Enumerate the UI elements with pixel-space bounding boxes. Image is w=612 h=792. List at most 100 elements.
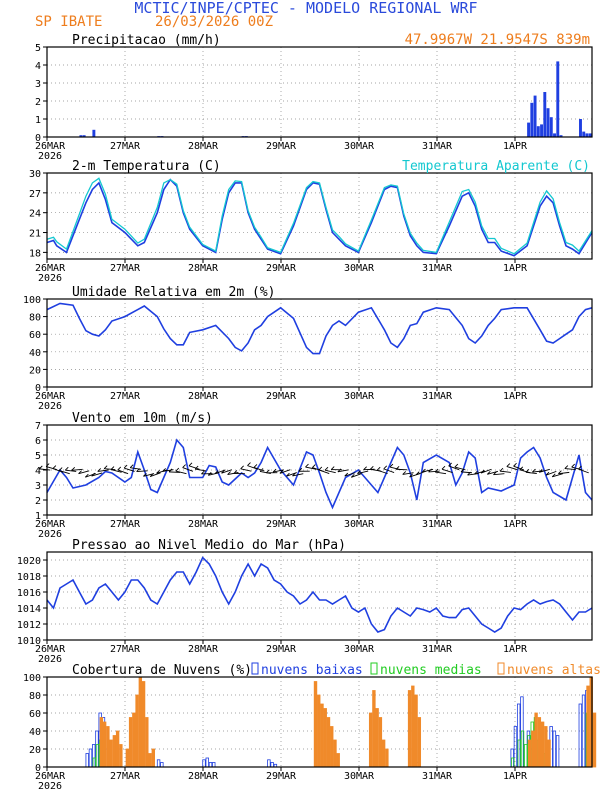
wind-barb-head [538, 468, 543, 473]
wind-barb-head [182, 464, 186, 468]
wind-barb [448, 465, 460, 471]
wind-barb [59, 470, 70, 475]
wind-barb-head [38, 465, 43, 470]
wind-barb [357, 470, 369, 475]
precip-ytick-label: 4 [35, 61, 41, 72]
wind-barb [91, 472, 103, 477]
wind-barb [324, 469, 336, 474]
precip-xtick-label: 31MAR [422, 141, 453, 152]
temp-ytick-label: 21 [29, 229, 41, 240]
pres-ytick-label: 1012 [17, 620, 41, 631]
clouds-xtick-label: 26MAR [35, 771, 66, 782]
clouds-bar-nuvens-baixas [156, 759, 161, 768]
clouds-bar-nuvens-altas [326, 717, 331, 768]
clouds-bar-nuvens-altas [547, 739, 551, 768]
clouds-ytick-label: 20 [29, 745, 41, 756]
wind-barb-head [506, 463, 511, 467]
clouds-bar-nuvens-altas [99, 717, 104, 768]
wind-barb [227, 472, 239, 475]
temp-xtick-label: 30MAR [344, 263, 375, 274]
wind-barb-head [247, 462, 251, 466]
clouds-bar-nuvens-altas [375, 708, 379, 768]
clouds-bar-nuvens-altas [109, 739, 113, 768]
wind-barb-head [493, 471, 497, 476]
temp-ytick-label: 30 [29, 169, 41, 180]
wind-barb [539, 468, 550, 473]
header-coords: 47.9967W 21.9547S 839m [405, 32, 590, 48]
rh-ytick-label: 0 [35, 383, 41, 394]
precip-bar [530, 102, 534, 137]
wind-barb-head [149, 473, 154, 477]
precip-year-label: 2026 [38, 151, 62, 162]
wind-year-label: 2026 [38, 529, 62, 540]
wind-barb-head [103, 465, 108, 470]
rh-ytick-label: 40 [29, 348, 41, 359]
clouds-xtick-label: 27MAR [110, 771, 141, 782]
wind-barb [182, 467, 194, 472]
clouds-ytick-label: 0 [35, 763, 41, 774]
wind-xtick-label: 28MAR [188, 519, 219, 530]
wind-ytick-label: 2 [35, 496, 41, 507]
rh-ytick-label: 80 [29, 313, 41, 324]
temp-line-1 [46, 177, 593, 255]
pres-line-0 [46, 556, 593, 633]
precip-xtick-label: 29MAR [266, 141, 297, 152]
wind-barb [493, 473, 505, 476]
wind-barb-head [253, 464, 258, 468]
wind-barb-head [545, 471, 550, 476]
precip-xtick-label: 26MAR [35, 141, 66, 152]
clouds-bar-nuvens-altas [119, 744, 123, 768]
wind-barb-head [194, 465, 199, 470]
wind-barb-head [318, 466, 323, 471]
clouds-bar-nuvens-altas [534, 712, 538, 768]
clouds-bar-nuvens-altas [125, 748, 130, 768]
clouds-bar-nuvens-altas [411, 685, 415, 768]
wind-barb [545, 470, 557, 476]
precip-panel [43, 46, 593, 141]
rh-frame [46, 298, 593, 388]
clouds-xtick-label: 1APR [503, 771, 528, 782]
wind-barb-head [292, 472, 296, 477]
precip-xtick-label: 30MAR [344, 141, 375, 152]
clouds-bar-nuvens-altas [112, 735, 117, 768]
clouds-bar-nuvens-altas [320, 703, 324, 768]
pres-ytick-label: 1014 [17, 604, 41, 615]
clouds-ytick-label: 40 [29, 727, 41, 738]
clouds-bar-nuvens-altas [330, 726, 334, 768]
wind-barb-head [434, 468, 439, 473]
precip-frame [46, 46, 593, 138]
pres-xtick-label: 29MAR [266, 644, 297, 655]
precip-bar [585, 133, 589, 137]
wind-barb-head [422, 468, 426, 473]
wind-ytick-label: 4 [35, 466, 41, 477]
wind-barb-head [513, 462, 517, 467]
wind-barb-head [578, 465, 582, 470]
clouds-ytick-label: 80 [29, 691, 41, 702]
wind-barb [578, 468, 589, 474]
clouds-bar-nuvens-baixas [555, 735, 560, 768]
wind-barb-head [272, 468, 277, 473]
pres-panel [43, 551, 593, 644]
precip-xtick-label: 28MAR [188, 141, 219, 152]
clouds-bar-nuvens-altas [592, 712, 597, 768]
wind-barb [221, 469, 233, 474]
clouds-bar-nuvens-medias [520, 730, 525, 768]
clouds-xtick-label: 30MAR [344, 771, 375, 782]
wind-barb-head [143, 472, 147, 477]
wind-barb [377, 469, 388, 475]
wind-barb-head [487, 470, 491, 475]
rh-xtick-label: 26MAR [35, 391, 66, 402]
wind-xtick-label: 27MAR [110, 519, 141, 530]
clouds-bar-nuvens-medias [517, 739, 521, 768]
precip-bar [536, 126, 540, 137]
wind-barb [195, 468, 207, 472]
wind-barb-head [357, 470, 361, 474]
wind-barb [39, 468, 51, 471]
wind-barb-head [448, 462, 452, 467]
pres-title: Pressao ao Nivel Medio do Mar (hPa) [72, 538, 346, 553]
wind-barb-head [58, 467, 63, 471]
precip-bar [588, 133, 592, 137]
pres-xtick-label: 31MAR [422, 644, 453, 655]
wind-barb [253, 467, 265, 472]
wind-barb-head [383, 465, 388, 470]
